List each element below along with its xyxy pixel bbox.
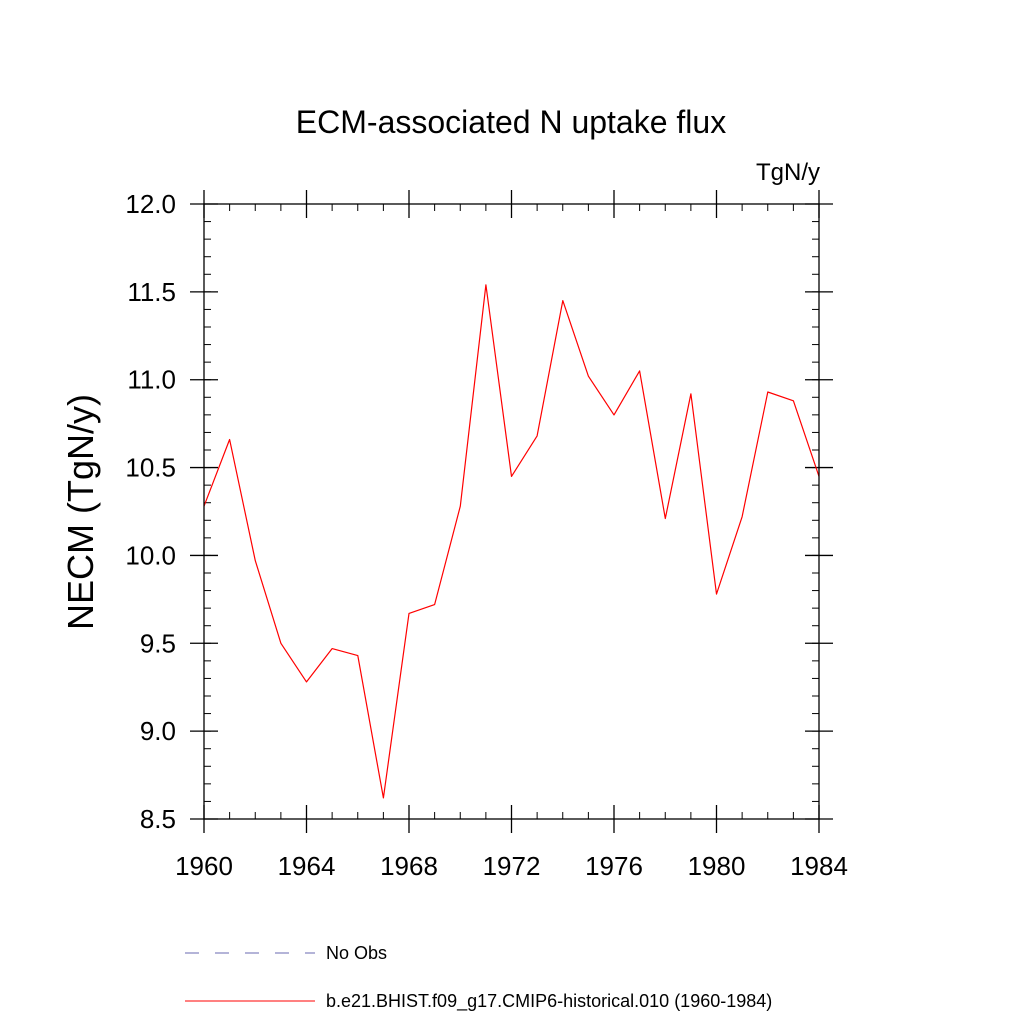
y-tick-label: 10.0 bbox=[125, 540, 176, 570]
x-tick-label: 1972 bbox=[483, 851, 541, 881]
y-tick-label: 11.0 bbox=[127, 365, 176, 395]
y-tick-label: 11.5 bbox=[127, 277, 176, 307]
chart-title: ECM-associated N uptake flux bbox=[296, 104, 726, 140]
y-axis: 8.5 9.0 9.5 10.0 10.5 11.0 11.5 12.0 bbox=[125, 189, 833, 834]
x-tick-label: 1960 bbox=[175, 851, 233, 881]
y-tick-label: 9.0 bbox=[140, 716, 176, 746]
x-axis: 1960 1964 1968 1972 1976 1980 1984 bbox=[175, 190, 848, 881]
y-tick-label: 8.5 bbox=[140, 804, 176, 834]
x-tick-label: 1980 bbox=[688, 851, 746, 881]
x-tick-label: 1984 bbox=[790, 851, 848, 881]
legend-label-model: b.e21.BHIST.f09_g17.CMIP6-historical.010… bbox=[326, 991, 772, 1012]
x-tick-label: 1968 bbox=[380, 851, 438, 881]
series-layer bbox=[203, 284, 820, 799]
legend-label-no-obs: No Obs bbox=[326, 943, 387, 963]
minor-ticks bbox=[203, 203, 820, 820]
series-line bbox=[203, 284, 820, 799]
y-axis-label: NECM (TgN/y) bbox=[60, 394, 101, 630]
y-tick-label: 9.5 bbox=[140, 628, 176, 658]
units-label: TgN/y bbox=[756, 159, 820, 186]
y-tick-label: 10.5 bbox=[125, 453, 176, 483]
x-tick-label: 1976 bbox=[585, 851, 643, 881]
x-tick-label: 1964 bbox=[278, 851, 336, 881]
plot-frame bbox=[203, 203, 820, 820]
y-tick-label: 12.0 bbox=[125, 189, 176, 219]
legend: No Obs b.e21.BHIST.f09_g17.CMIP6-histori… bbox=[185, 943, 772, 1012]
